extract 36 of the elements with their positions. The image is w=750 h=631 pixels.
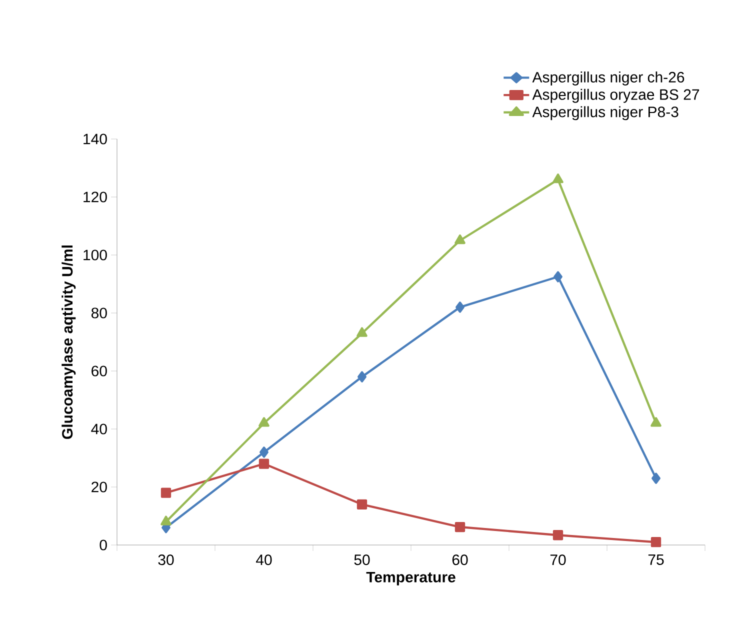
- x-axis-title: Temperature: [366, 572, 456, 586]
- x-tick-label: 50: [354, 554, 370, 566]
- legend-label: Aspergillus niger ch-26: [532, 72, 684, 86]
- x-tick-label: 75: [648, 554, 664, 565]
- point: [456, 302, 464, 313]
- point: [358, 371, 366, 382]
- y-tick-label: 120: [84, 192, 107, 202]
- x-tick-label: 70: [550, 554, 566, 566]
- point: [260, 446, 268, 458]
- x-tick-label: 60: [452, 554, 468, 566]
- point: [650, 417, 662, 427]
- point: [160, 516, 172, 526]
- point: [554, 271, 562, 282]
- y-tick-label: 20: [92, 482, 107, 492]
- x-tick-label: 40: [256, 554, 272, 566]
- y-axis-title: Glucoamylase aqtivity U/ml: [62, 246, 76, 439]
- point: [356, 499, 368, 510]
- point: [160, 488, 172, 498]
- y-tick-label: 80: [91, 308, 107, 318]
- point: [454, 234, 466, 244]
- legend-label: Aspergillus oryzae BS 27: [532, 88, 700, 103]
- x-tick-label: 30: [158, 554, 174, 566]
- point: [552, 530, 564, 540]
- y-tick-label: 60: [92, 366, 107, 376]
- point: [454, 522, 466, 532]
- y-tick-label: 140: [84, 134, 107, 144]
- y-tick-label: 40: [91, 424, 107, 434]
- legend-label: Aspergillus niger P8-3: [532, 106, 678, 120]
- point: [552, 174, 564, 184]
- y-tick-label: 0: [100, 540, 107, 550]
- point: [652, 472, 660, 484]
- point: [650, 537, 662, 548]
- point: [258, 458, 270, 469]
- point: [356, 327, 368, 337]
- y-tick-label: 100: [84, 250, 107, 260]
- point: [258, 417, 270, 427]
